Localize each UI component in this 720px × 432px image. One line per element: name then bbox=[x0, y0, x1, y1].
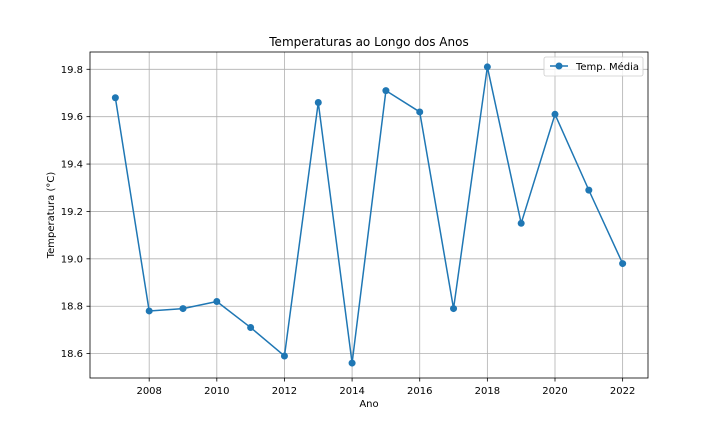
data-point bbox=[585, 186, 593, 194]
data-point bbox=[619, 260, 627, 268]
data-point bbox=[314, 98, 322, 106]
series-line bbox=[114, 66, 624, 364]
series-markers bbox=[111, 63, 627, 367]
legend: Temp. Média bbox=[543, 56, 644, 77]
y-tick-label: 19.8 bbox=[61, 65, 83, 76]
grid bbox=[90, 52, 648, 378]
series-line-group bbox=[114, 66, 624, 364]
x-tick-label: 2008 bbox=[136, 386, 161, 397]
x-axis-label: Ano bbox=[359, 399, 378, 410]
data-point bbox=[416, 108, 424, 116]
y-tick-label: 18.6 bbox=[61, 349, 83, 360]
x-tick-label: 2022 bbox=[610, 386, 635, 397]
legend-label: Temp. Média bbox=[575, 61, 639, 73]
y-tick-label: 19.0 bbox=[61, 254, 83, 265]
x-tick-label: 2016 bbox=[407, 386, 432, 397]
y-tick-label: 18.8 bbox=[61, 302, 83, 313]
y-tick-label: 19.2 bbox=[61, 207, 83, 218]
data-point bbox=[382, 87, 390, 95]
plot-frame bbox=[89, 51, 649, 379]
legend-box bbox=[543, 56, 644, 77]
y-axis-label: Temperatura (°C) bbox=[46, 172, 57, 260]
data-point bbox=[247, 324, 255, 332]
x-tick-label: 2012 bbox=[272, 386, 297, 397]
data-point bbox=[551, 110, 559, 118]
data-point bbox=[450, 305, 458, 313]
data-point bbox=[179, 305, 187, 313]
data-point bbox=[111, 94, 119, 102]
x-tick-label: 2010 bbox=[204, 386, 229, 397]
data-point bbox=[145, 307, 153, 315]
x-tick-label: 2018 bbox=[475, 386, 500, 397]
data-point bbox=[213, 297, 221, 305]
legend-marker-swatch bbox=[555, 62, 563, 70]
y-tick-label: 19.6 bbox=[61, 112, 83, 123]
x-tick-label: 2014 bbox=[339, 386, 364, 397]
y-tick-label: 19.4 bbox=[61, 160, 83, 171]
data-point bbox=[280, 352, 288, 360]
data-point bbox=[517, 219, 525, 227]
y-axis-ticks: 18.6 18.8 19.0 19.2 19.4 19.6 19.8 bbox=[61, 65, 90, 360]
data-point bbox=[483, 63, 491, 71]
x-tick-label: 2020 bbox=[542, 386, 567, 397]
chart-title: Temperaturas ao Longo dos Anos bbox=[268, 35, 468, 49]
x-axis-ticks: 2008 2010 2012 2014 2016 2018 2020 2022 bbox=[136, 378, 635, 397]
data-point bbox=[348, 359, 356, 367]
